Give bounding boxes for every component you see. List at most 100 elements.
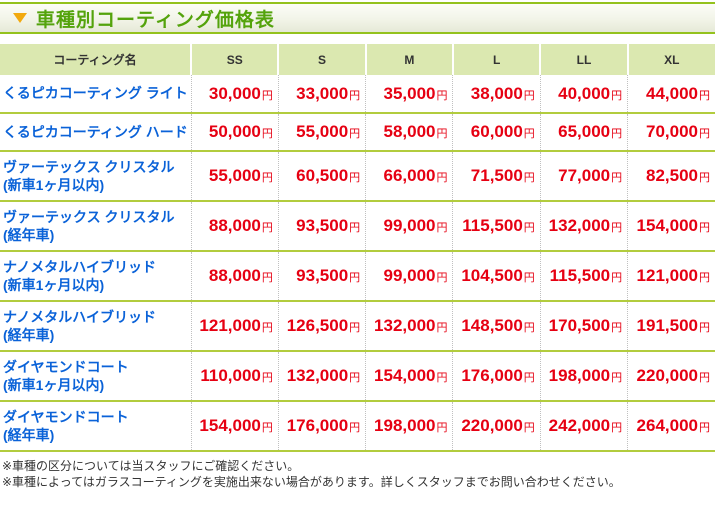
price-value: 264,000 bbox=[636, 416, 698, 435]
price-value: 198,000 bbox=[548, 366, 611, 385]
column-header-size-ll: LL bbox=[540, 44, 629, 75]
price-value: 170,500 bbox=[548, 316, 611, 335]
price-ss: 30,000円 bbox=[190, 75, 279, 113]
price-value: 132,000 bbox=[286, 366, 349, 385]
coating-name: ヴァーテックス クリスタル (新車1ヶ月以内) bbox=[3, 158, 175, 193]
coating-name: ヴァーテックス クリスタル (経年車) bbox=[3, 208, 175, 243]
price-ll: 132,000円 bbox=[539, 201, 628, 251]
coating-name: くるピカコーティング ライト bbox=[3, 85, 188, 102]
price-ss: 55,000円 bbox=[190, 151, 279, 201]
table-row: くるピカコーティング ハード 50,000円 55,000円 58,000円 60,00… bbox=[0, 113, 715, 151]
yen-suffix: 円 bbox=[699, 222, 710, 234]
price-s: 93,500円 bbox=[277, 251, 366, 301]
yen-suffix: 円 bbox=[611, 128, 623, 140]
yen-suffix: 円 bbox=[436, 172, 448, 184]
yen-suffix: 円 bbox=[699, 422, 710, 434]
yen-suffix: 円 bbox=[436, 322, 448, 334]
yen-suffix: 円 bbox=[349, 422, 361, 434]
price-value: 115,500 bbox=[549, 266, 611, 285]
triangle-down-icon bbox=[13, 13, 27, 23]
yen-suffix: 円 bbox=[523, 372, 535, 384]
yen-suffix: 円 bbox=[699, 322, 710, 334]
footnotes: ※車種の区分については当スタッフにご確認ください。 ※車種によってはガラスコーテ… bbox=[0, 458, 715, 490]
coating-name: ナノメタルハイブリッド (経年車) bbox=[3, 308, 157, 343]
yen-suffix: 円 bbox=[436, 128, 448, 140]
price-value: 65,000 bbox=[558, 122, 611, 141]
price-value: 38,000 bbox=[470, 83, 523, 103]
yen-suffix: 円 bbox=[436, 372, 448, 384]
price-value: 148,500 bbox=[461, 316, 523, 335]
column-header-size-m: M bbox=[365, 44, 454, 75]
price-ss: 154,000円 bbox=[190, 401, 279, 451]
price-value: 104,500 bbox=[461, 266, 523, 285]
price-s: 126,500円 bbox=[277, 301, 366, 351]
price-value: 115,500 bbox=[462, 216, 523, 235]
yen-suffix: 円 bbox=[261, 372, 273, 384]
coating-name: くるピカコーティング ハード bbox=[3, 123, 188, 140]
price-value: 30,000 bbox=[208, 83, 261, 103]
yen-suffix: 円 bbox=[261, 272, 273, 284]
price-value: 132,000 bbox=[374, 316, 436, 335]
price-xl: 264,000円 bbox=[627, 401, 715, 451]
column-header-coating-name: コーティング名 bbox=[0, 44, 193, 75]
yen-suffix: 円 bbox=[349, 372, 361, 384]
price-ss: 110,000円 bbox=[190, 351, 279, 401]
price-value: 33,000 bbox=[296, 83, 349, 103]
price-value: 110,000 bbox=[200, 366, 261, 385]
coating-name: ダイヤモンドコート (新車1ヶ月以内) bbox=[3, 358, 129, 393]
price-xl: 121,000円 bbox=[627, 251, 715, 301]
price-ll: 77,000円 bbox=[539, 151, 628, 201]
table-header-row: コーティング名 SS S M L LL XL bbox=[0, 44, 715, 75]
price-value: 35,000 bbox=[383, 83, 436, 103]
price-value: 50,000 bbox=[208, 122, 261, 141]
price-value: 220,000 bbox=[461, 416, 523, 435]
price-ll: 115,500円 bbox=[539, 251, 628, 301]
price-m: 66,000円 bbox=[365, 151, 453, 201]
yen-suffix: 円 bbox=[261, 222, 273, 234]
price-ss: 50,000円 bbox=[190, 113, 279, 151]
yen-suffix: 円 bbox=[523, 128, 535, 140]
price-value: 154,000 bbox=[636, 216, 698, 235]
price-ss: 88,000円 bbox=[190, 201, 279, 251]
price-value: 191,500 bbox=[636, 316, 698, 335]
yen-suffix: 円 bbox=[611, 172, 623, 184]
price-value: 220,000 bbox=[636, 366, 698, 385]
price-value: 60,000 bbox=[470, 122, 523, 141]
price-ll: 65,000円 bbox=[539, 113, 628, 151]
price-ll: 198,000円 bbox=[539, 351, 628, 401]
price-ll: 40,000円 bbox=[539, 75, 628, 113]
table-row: くるピカコーティング ライト 30,000円 33,000円 35,000円 38,00… bbox=[0, 75, 715, 113]
price-value: 198,000 bbox=[374, 416, 436, 435]
price-value: 40,000 bbox=[558, 83, 611, 103]
yen-suffix: 円 bbox=[699, 372, 710, 384]
price-value: 77,000 bbox=[558, 166, 611, 185]
price-xl: 70,000円 bbox=[627, 113, 715, 151]
yen-suffix: 円 bbox=[523, 222, 535, 234]
yen-suffix: 円 bbox=[349, 172, 361, 184]
yen-suffix: 円 bbox=[523, 172, 535, 184]
table-row: ダイヤモンドコート (新車1ヶ月以内) 110,000円 132,000円 154,00… bbox=[0, 351, 715, 401]
footnote-line: ※車種によってはガラスコーティングを実施出来ない場合があります。詳しくスタッフま… bbox=[2, 475, 621, 489]
price-xl: 191,500円 bbox=[627, 301, 715, 351]
yen-suffix: 円 bbox=[611, 322, 623, 334]
yen-suffix: 円 bbox=[523, 89, 535, 102]
price-xl: 220,000円 bbox=[627, 351, 715, 401]
price-value: 93,500 bbox=[296, 216, 349, 235]
table-row: ナノメタルハイブリッド (新車1ヶ月以内) 88,000円 93,500円 99,000… bbox=[0, 251, 715, 301]
price-m: 58,000円 bbox=[365, 113, 453, 151]
table-row: ダイヤモンドコート (経年車) 154,000円 176,000円 198,000円 22… bbox=[0, 401, 715, 451]
price-ll: 242,000円 bbox=[539, 401, 628, 451]
price-xl: 154,000円 bbox=[627, 201, 715, 251]
price-s: 55,000円 bbox=[277, 113, 366, 151]
yen-suffix: 円 bbox=[699, 272, 710, 284]
yen-suffix: 円 bbox=[436, 89, 448, 102]
price-l: 220,000円 bbox=[452, 401, 541, 451]
price-m: 35,000円 bbox=[365, 75, 453, 113]
price-value: 121,000 bbox=[636, 266, 698, 285]
coating-name: ダイヤモンドコート (経年車) bbox=[3, 408, 129, 443]
price-m: 132,000円 bbox=[365, 301, 453, 351]
price-l: 115,500円 bbox=[452, 201, 541, 251]
yen-suffix: 円 bbox=[523, 322, 535, 334]
yen-suffix: 円 bbox=[699, 89, 710, 102]
price-ll: 170,500円 bbox=[539, 301, 628, 351]
